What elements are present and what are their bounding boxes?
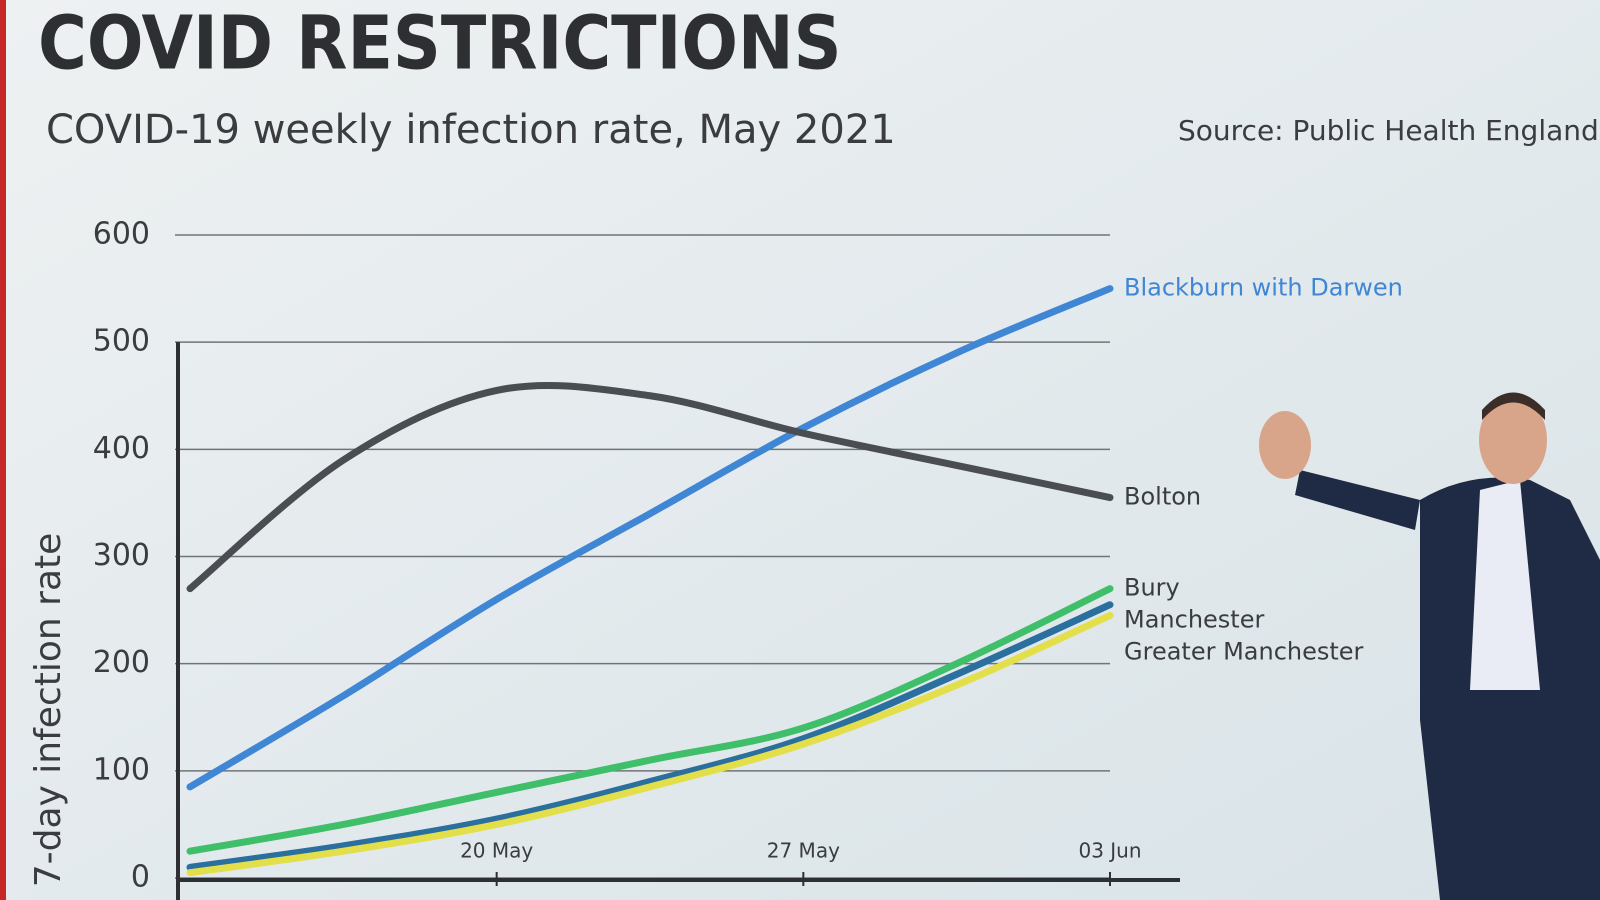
series-line bbox=[186, 601, 1114, 871]
y-tick-label: 200 bbox=[93, 645, 150, 680]
series-line bbox=[186, 381, 1114, 593]
y-tick-label: 400 bbox=[93, 431, 150, 466]
source: Source: Public Health England bbox=[1178, 114, 1599, 147]
title: COVID RESTRICTIONS bbox=[38, 1, 842, 87]
series-label: Bolton bbox=[1124, 483, 1201, 511]
y-tick-label: 300 bbox=[93, 538, 150, 573]
x-tick-label: 20 May bbox=[460, 839, 533, 863]
series-line bbox=[186, 611, 1114, 877]
series-label: Greater Manchester bbox=[1124, 638, 1364, 666]
presenter bbox=[1259, 392, 1600, 900]
y-tick-label: 0 bbox=[131, 860, 150, 895]
subtitle: COVID-19 weekly infection rate, May 2021 bbox=[46, 107, 896, 153]
x-tick-label: 27 May bbox=[767, 839, 840, 863]
x-tick-label: 03 Jun bbox=[1078, 839, 1141, 863]
y-axis-label: 7-day infection rate bbox=[28, 533, 69, 888]
y-tick-label: 600 bbox=[93, 217, 150, 252]
series-label: Blackburn with Darwen bbox=[1124, 274, 1403, 302]
y-tick-label: 500 bbox=[93, 324, 150, 359]
edge-stripe bbox=[0, 0, 6, 900]
series-line bbox=[186, 285, 1114, 791]
series-label: Bury bbox=[1124, 574, 1180, 602]
y-tick-label: 100 bbox=[93, 752, 150, 787]
series-line bbox=[186, 585, 1114, 855]
series-label: Manchester bbox=[1124, 606, 1264, 634]
